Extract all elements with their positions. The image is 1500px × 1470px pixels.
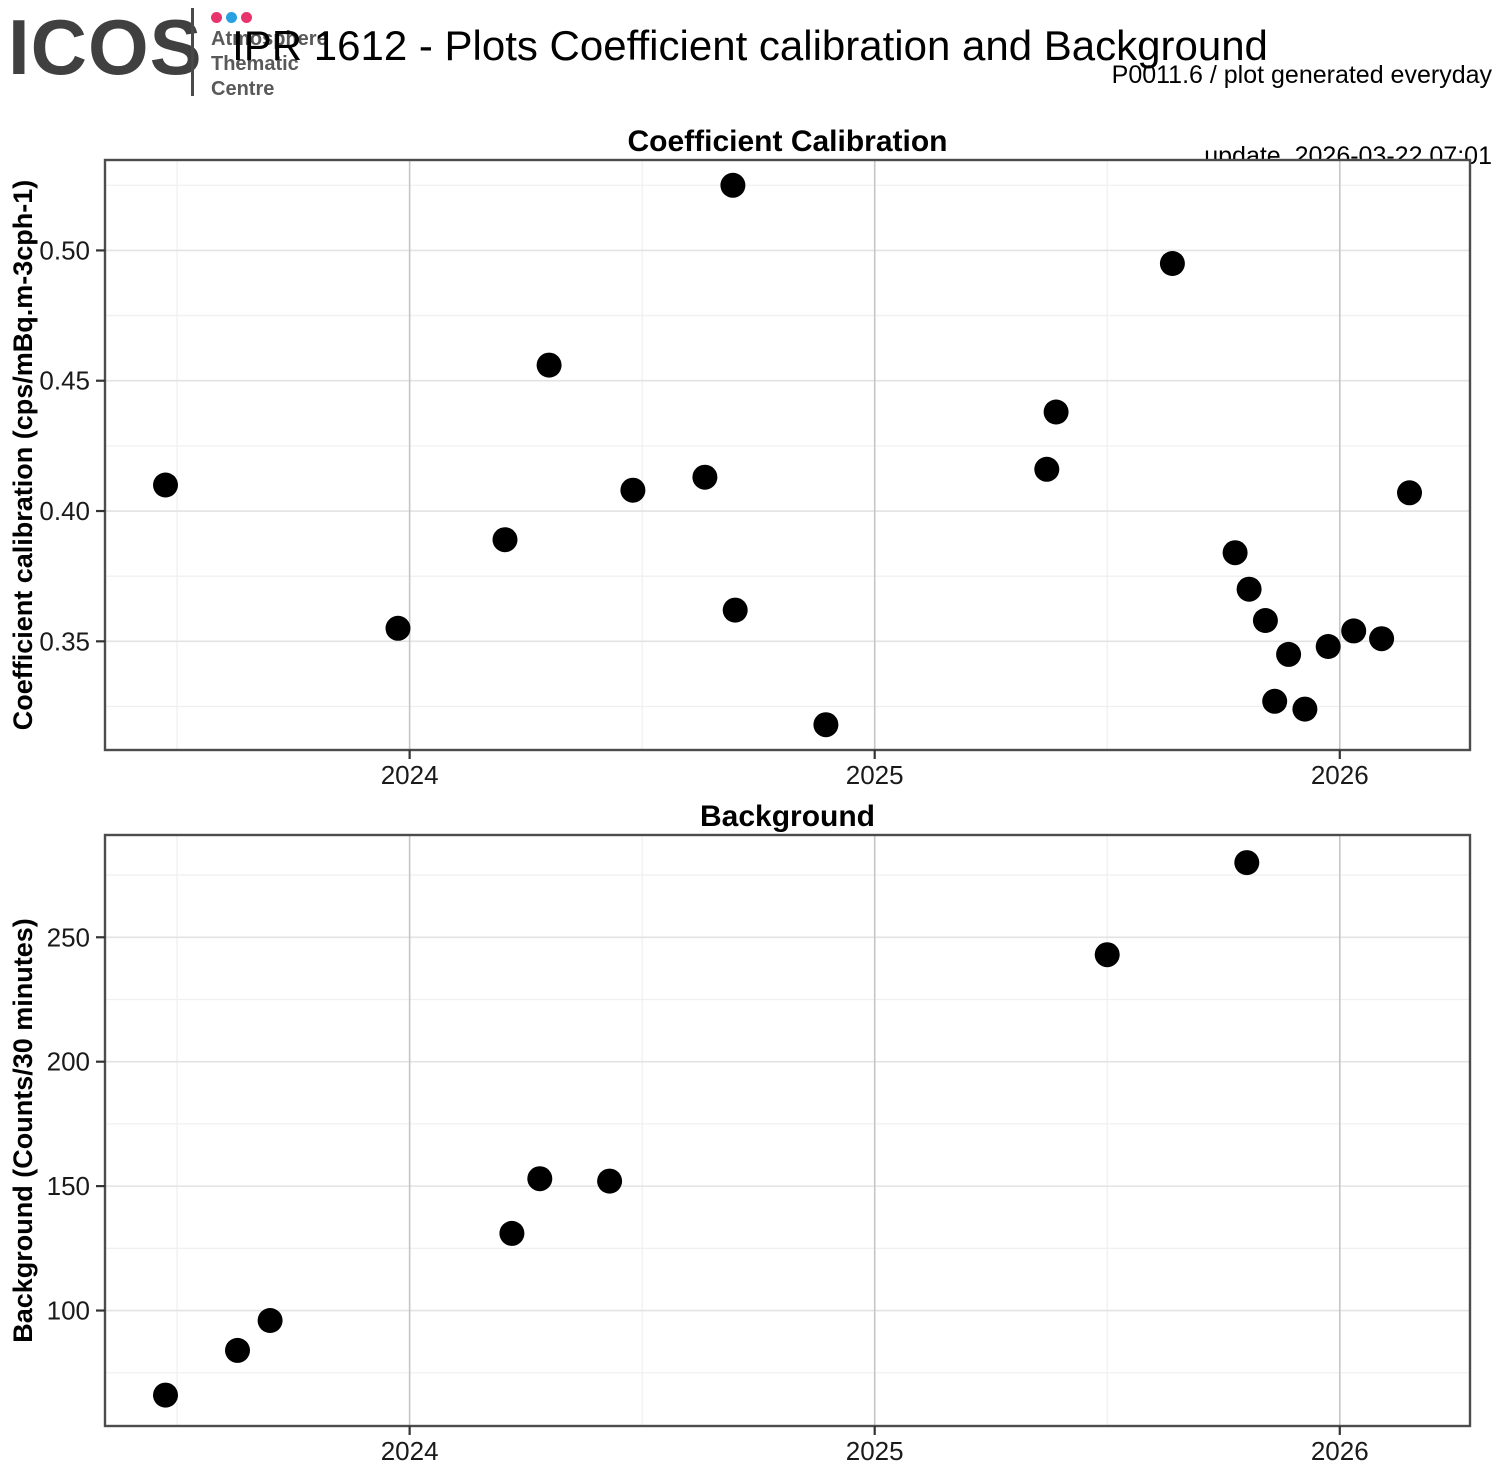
logo-divider (191, 8, 194, 96)
data-point (153, 1382, 178, 1408)
data-point (1252, 608, 1278, 633)
data-point (1094, 942, 1120, 968)
page-title: IPR 1612 - Plots Coefficient calibration… (232, 22, 1268, 69)
logo-subtitle-line: Thematic (211, 53, 299, 75)
data-point (153, 472, 178, 498)
data-point (620, 477, 646, 503)
data-point (597, 1168, 623, 1194)
plot-title: Background (700, 800, 875, 833)
data-point (492, 527, 518, 553)
logo-subtitle: Atmosphere Thematic Centre (211, 27, 328, 102)
data-point (1034, 456, 1060, 482)
y-tick-label: 200 (47, 1047, 90, 1077)
data-point (1234, 850, 1260, 876)
data-point (1043, 399, 1069, 425)
y-tick-label: 0.45 (39, 366, 90, 396)
data-point (257, 1308, 283, 1333)
data-point (722, 597, 748, 623)
y-tick-label: 250 (47, 922, 90, 952)
logo-dot-icon (226, 12, 237, 23)
panel-border (103, 833, 1472, 1428)
icos-logo: ICOS (8, 3, 203, 91)
data-point (225, 1337, 250, 1363)
logo-dot-icon (211, 12, 222, 23)
data-point (1315, 634, 1341, 659)
data-point (1159, 251, 1185, 276)
panel-border (103, 158, 1472, 752)
x-tick-label: 2024 (381, 1436, 439, 1466)
data-point (1292, 696, 1318, 722)
y-axis-title: Background (Counts/30 minutes) (8, 918, 38, 1343)
y-tick-label: 0.35 (39, 626, 90, 656)
background-chart: 2024 2025 2026 100 150 200 250 Background Backgr… (8, 800, 1472, 1466)
data-point (1369, 626, 1395, 652)
plot-title: Coefficient Calibration (627, 125, 947, 158)
y-tick-label: 0.40 (39, 496, 90, 526)
data-point (720, 172, 746, 198)
panel-background (105, 160, 1470, 750)
data-point (1397, 480, 1422, 506)
y-tick-label: 0.50 (39, 235, 90, 265)
logo-dot-icon (241, 12, 252, 23)
x-tick-label: 2025 (846, 1436, 904, 1466)
data-point (536, 352, 562, 378)
page-header: ICOS Atmosphere Thematic Centre IPR 1612 -… (0, 0, 1500, 170)
x-tick-label: 2025 (846, 760, 904, 790)
data-point (499, 1220, 525, 1246)
x-tick-label: 2026 (1311, 760, 1369, 790)
data-point (1262, 688, 1288, 714)
data-point (385, 615, 411, 641)
data-point (527, 1166, 553, 1192)
data-point (1236, 576, 1262, 602)
coefficient-calibration-chart: 2024 2025 20260.350.400.450.50Coefficient … (8, 125, 1472, 790)
update-info-line1: P0011.6 / plot generated everyday (1111, 61, 1492, 89)
data-point (1222, 540, 1248, 566)
y-tick-label: 150 (47, 1171, 90, 1201)
x-tick-label: 2026 (1311, 1436, 1369, 1466)
y-axis-title: Coefficient calibration (cps/mBq.m-3cph-… (8, 180, 38, 731)
panel-background (105, 835, 1470, 1426)
data-point (692, 464, 718, 490)
data-point (1276, 641, 1302, 667)
logo-subtitle-line: Centre (211, 78, 275, 100)
logo-subtitle-line: Atmosphere (211, 28, 328, 50)
logo-dots-icon (211, 12, 252, 23)
data-point (1341, 618, 1367, 644)
data-point (813, 712, 839, 738)
y-tick-label: 100 (47, 1296, 90, 1326)
x-tick-label: 2024 (381, 760, 439, 790)
